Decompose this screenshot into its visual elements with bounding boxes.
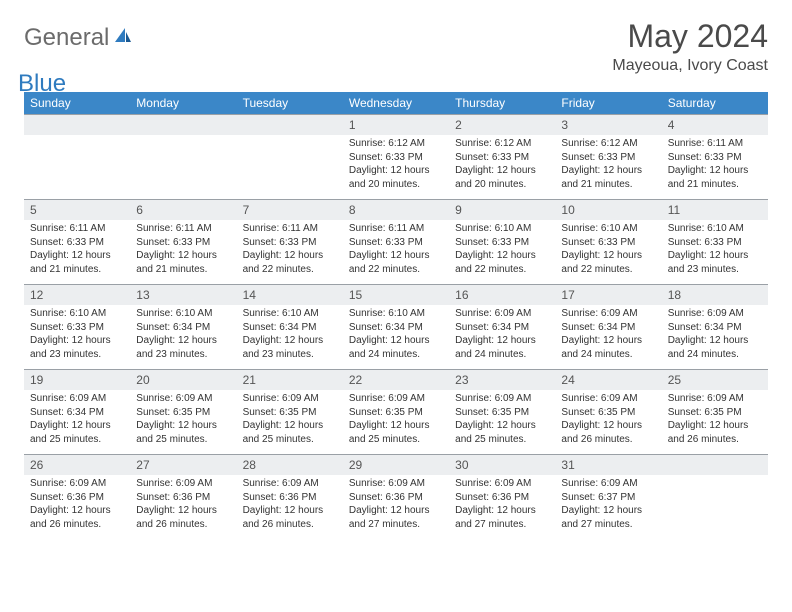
page-header: General Blue May 2024 Mayeoua, Ivory Coa… [24,18,768,78]
date-cell: 24 [555,369,661,390]
date-cell: 25 [662,369,768,390]
sunrise-sunset-cell: Sunrise: 6:09 AM Sunset: 6:34 PM Dayligh… [24,390,130,454]
title-block: May 2024 Mayeoua, Ivory Coast [612,18,768,75]
date-cell: 11 [662,199,768,220]
sunrise-sunset-cell: Sunrise: 6:10 AM Sunset: 6:34 PM Dayligh… [237,305,343,369]
info-row: Sunrise: 6:09 AM Sunset: 6:34 PM Dayligh… [24,390,768,454]
sunrise-sunset-cell [237,135,343,199]
date-cell: 20 [130,369,236,390]
date-row: 19202122232425 [24,369,768,390]
date-cell: 8 [343,199,449,220]
sunrise-sunset-cell: Sunrise: 6:09 AM Sunset: 6:36 PM Dayligh… [130,475,236,539]
month-title: May 2024 [612,18,768,55]
date-row: 1234 [24,114,768,135]
weekday-header: Tuesday [237,92,343,114]
sunrise-sunset-cell: Sunrise: 6:11 AM Sunset: 6:33 PM Dayligh… [24,220,130,284]
location-subtitle: Mayeoua, Ivory Coast [612,57,768,75]
date-cell [130,114,236,135]
date-row: 12131415161718 [24,284,768,305]
info-row: Sunrise: 6:12 AM Sunset: 6:33 PM Dayligh… [24,135,768,199]
date-row: 262728293031 [24,454,768,475]
date-cell: 28 [237,454,343,475]
sunrise-sunset-cell: Sunrise: 6:10 AM Sunset: 6:34 PM Dayligh… [343,305,449,369]
date-cell: 21 [237,369,343,390]
date-cell: 17 [555,284,661,305]
sunrise-sunset-cell: Sunrise: 6:09 AM Sunset: 6:36 PM Dayligh… [24,475,130,539]
sunrise-sunset-cell: Sunrise: 6:11 AM Sunset: 6:33 PM Dayligh… [237,220,343,284]
date-cell: 9 [449,199,555,220]
date-cell: 5 [24,199,130,220]
sunrise-sunset-cell: Sunrise: 6:09 AM Sunset: 6:35 PM Dayligh… [237,390,343,454]
date-cell: 27 [130,454,236,475]
date-cell: 31 [555,454,661,475]
sunrise-sunset-cell [130,135,236,199]
weekday-header: Thursday [449,92,555,114]
sunrise-sunset-cell: Sunrise: 6:12 AM Sunset: 6:33 PM Dayligh… [449,135,555,199]
date-cell: 23 [449,369,555,390]
date-cell: 10 [555,199,661,220]
sunrise-sunset-cell: Sunrise: 6:12 AM Sunset: 6:33 PM Dayligh… [343,135,449,199]
date-cell: 19 [24,369,130,390]
sunrise-sunset-cell [662,475,768,539]
sunrise-sunset-cell: Sunrise: 6:10 AM Sunset: 6:33 PM Dayligh… [662,220,768,284]
date-cell [237,114,343,135]
weekday-header-row: Sunday Monday Tuesday Wednesday Thursday… [24,92,768,114]
sunrise-sunset-cell: Sunrise: 6:10 AM Sunset: 6:33 PM Dayligh… [24,305,130,369]
date-cell: 15 [343,284,449,305]
date-cell: 12 [24,284,130,305]
sunrise-sunset-cell: Sunrise: 6:09 AM Sunset: 6:36 PM Dayligh… [449,475,555,539]
date-cell: 14 [237,284,343,305]
logo-text-blue: Blue [18,72,66,96]
date-cell: 16 [449,284,555,305]
sunrise-sunset-cell: Sunrise: 6:09 AM Sunset: 6:34 PM Dayligh… [662,305,768,369]
sunrise-sunset-cell: Sunrise: 6:12 AM Sunset: 6:33 PM Dayligh… [555,135,661,199]
sunrise-sunset-cell: Sunrise: 6:09 AM Sunset: 6:36 PM Dayligh… [343,475,449,539]
weeks-container: 1234Sunrise: 6:12 AM Sunset: 6:33 PM Day… [24,114,768,539]
sunrise-sunset-cell: Sunrise: 6:09 AM Sunset: 6:35 PM Dayligh… [130,390,236,454]
info-row: Sunrise: 6:09 AM Sunset: 6:36 PM Dayligh… [24,475,768,539]
date-cell: 2 [449,114,555,135]
sunrise-sunset-cell: Sunrise: 6:09 AM Sunset: 6:37 PM Dayligh… [555,475,661,539]
date-cell: 1 [343,114,449,135]
sunrise-sunset-cell: Sunrise: 6:09 AM Sunset: 6:35 PM Dayligh… [343,390,449,454]
sunrise-sunset-cell: Sunrise: 6:09 AM Sunset: 6:35 PM Dayligh… [555,390,661,454]
logo-sail-icon [113,26,133,50]
sunrise-sunset-cell: Sunrise: 6:09 AM Sunset: 6:36 PM Dayligh… [237,475,343,539]
sunrise-sunset-cell: Sunrise: 6:10 AM Sunset: 6:34 PM Dayligh… [130,305,236,369]
sunrise-sunset-cell: Sunrise: 6:09 AM Sunset: 6:34 PM Dayligh… [555,305,661,369]
date-cell: 3 [555,114,661,135]
date-cell: 13 [130,284,236,305]
date-cell: 4 [662,114,768,135]
weekday-header: Monday [130,92,236,114]
date-cell: 29 [343,454,449,475]
sunrise-sunset-cell: Sunrise: 6:09 AM Sunset: 6:34 PM Dayligh… [449,305,555,369]
calendar-grid: Sunday Monday Tuesday Wednesday Thursday… [24,92,768,539]
logo-text-general: General [24,26,109,50]
calendar-page: General Blue May 2024 Mayeoua, Ivory Coa… [0,0,792,539]
sunrise-sunset-cell [24,135,130,199]
date-cell: 26 [24,454,130,475]
date-row: 567891011 [24,199,768,220]
weekday-header: Friday [555,92,661,114]
date-cell: 7 [237,199,343,220]
logo: General Blue [24,18,144,78]
weekday-header: Wednesday [343,92,449,114]
sunrise-sunset-cell: Sunrise: 6:11 AM Sunset: 6:33 PM Dayligh… [662,135,768,199]
sunrise-sunset-cell: Sunrise: 6:09 AM Sunset: 6:35 PM Dayligh… [449,390,555,454]
sunrise-sunset-cell: Sunrise: 6:11 AM Sunset: 6:33 PM Dayligh… [343,220,449,284]
date-cell [24,114,130,135]
sunrise-sunset-cell: Sunrise: 6:11 AM Sunset: 6:33 PM Dayligh… [130,220,236,284]
date-cell: 30 [449,454,555,475]
info-row: Sunrise: 6:10 AM Sunset: 6:33 PM Dayligh… [24,305,768,369]
date-cell: 22 [343,369,449,390]
weekday-header: Saturday [662,92,768,114]
sunrise-sunset-cell: Sunrise: 6:10 AM Sunset: 6:33 PM Dayligh… [449,220,555,284]
date-cell [662,454,768,475]
info-row: Sunrise: 6:11 AM Sunset: 6:33 PM Dayligh… [24,220,768,284]
sunrise-sunset-cell: Sunrise: 6:10 AM Sunset: 6:33 PM Dayligh… [555,220,661,284]
date-cell: 18 [662,284,768,305]
date-cell: 6 [130,199,236,220]
sunrise-sunset-cell: Sunrise: 6:09 AM Sunset: 6:35 PM Dayligh… [662,390,768,454]
